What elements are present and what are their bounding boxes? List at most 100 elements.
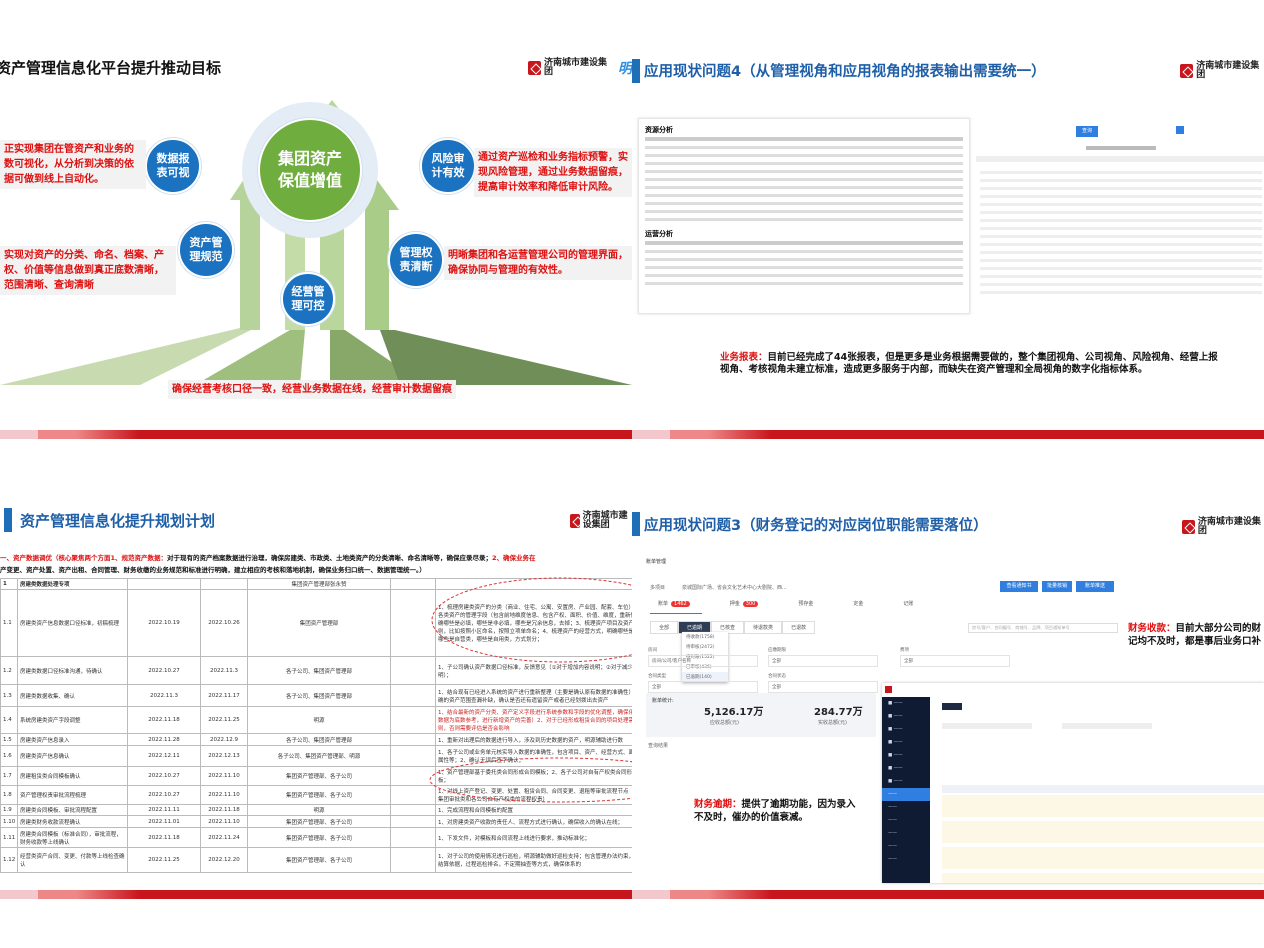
overlay-screenshot: ■ —— ■ —— ■ —— ■ —— ■ —— ■ —— ■ —— —— —— —— —— —— —… — [882, 683, 1264, 883]
note-bottom-summary: 确保经营考核口径一致，经营业务数据在线，经营审计数据留痕 — [168, 380, 456, 399]
table-header-row: 1 房建类数据处理专项 集团资产管理部张永赞 — [0, 578, 632, 590]
note-label: 财务收款： — [1128, 623, 1176, 634]
row-start-date: 2022.10.27 — [127, 656, 201, 685]
row-task: 房建类数据口径标准沟通，待确认 — [17, 656, 128, 685]
table-row: 1.5 房建类资产信息录入 2022.11.28 2022.12.9 各子公司、集团资产… — [0, 733, 632, 746]
finance-overdue-note: 财务逾期：提供了逾期功能，因为录入不及时，催办的价值衰减。 — [694, 798, 864, 824]
dropdown-option[interactable]: 待收款(1758) — [686, 635, 715, 640]
intro-red: 一、资产数据调优（核心聚焦两个方面1、规范资产数据： — [0, 554, 168, 562]
row-note: 1、对子公司的使用情况进行巡检，明源辅助做好巡检支持；包含管理办法约束，委托费用… — [435, 847, 632, 873]
note-risk-audit: 通过资产巡检和业务指标预警，实现风险管理，通过业务数据留痕，提高审计效率和降低审… — [474, 148, 632, 197]
table-row: 1.4 系统房建类资产字段调整 2022.11.18 2022.11.25 明源 1、结合… — [0, 706, 632, 734]
note-text: 目前大部分公司的财记均不及时，都是事后业务口补 — [1128, 623, 1262, 647]
row-note: 1、梳理房建类资产的分类（商业、住宅、公寓、安置房、产业园、配套、车位）；2、梳… — [435, 589, 632, 657]
project-select[interactable]: 多项目 — [650, 585, 666, 591]
slide-title: 资产管理信息化提升规划计划 — [20, 512, 216, 530]
logo-text: 济南城市建设集团 — [1196, 61, 1260, 80]
row-start-date: 2022.11.25 — [127, 847, 201, 873]
slide-title: 资产管理信息化平台提升推动目标 — [0, 59, 222, 77]
field-value[interactable]: 房间/公司/客户名称 — [648, 655, 758, 667]
received-label: 实收总额(元) — [818, 720, 847, 726]
summary-box: 账单统计: 5,126.17万 应收总额(元) 284.77万 实收总额(元) — [646, 693, 876, 737]
page-label: 账单管理 — [646, 559, 667, 565]
title-accent — [632, 512, 640, 536]
filter-field[interactable]: 合同状态 全部 — [768, 673, 878, 693]
result-label: 查询结果 — [648, 743, 669, 749]
filter-3[interactable]: 待退款类 — [744, 621, 783, 634]
goal-circle-responsibility: 管理权责清断 — [388, 232, 444, 288]
table-row: 1.3 房建类数据收集、确认 2022.11.3 2022.11.17 各子公司、集团资… — [0, 684, 632, 707]
filter-0[interactable]: 全部 — [650, 621, 679, 634]
slide-plan: 资产管理信息化提升规划计划 济南城市建设集团 一、资产数据调优（核心聚焦两个方面… — [0, 500, 632, 900]
slide-title: 应用现状问题4（从管理视角和应用视角的报表输出需要统一） — [644, 64, 1046, 80]
filter-field[interactable]: 费项 全部 — [900, 647, 1010, 667]
filter-field[interactable]: 应缴期限 全部 — [768, 647, 878, 667]
field-value[interactable]: 全部 — [900, 655, 1010, 667]
tab-label: 记账 — [903, 601, 914, 607]
dropdown-option[interactable]: 已审核(436) — [686, 665, 712, 670]
intro-text: 对于现有的资产档案数据进行治理，确保房建类、市政类、土地类资产的分类清晰、命名清… — [167, 554, 493, 562]
row-start-date: 2022.11.18 — [127, 706, 201, 734]
center-goal-circle: 集团资产保值增值 — [258, 118, 362, 222]
tab-label: 定金 — [853, 601, 864, 607]
slide-report-issue: 应用现状问题4（从管理视角和应用视角的报表输出需要统一） 济南城市建设集团 资源… — [632, 50, 1264, 442]
filter-4[interactable]: 已退款 — [782, 621, 816, 634]
note-label: 业务报表： — [720, 352, 768, 363]
table-row: 1.12 经营类资产合同、变更、付款等上线检查确认 2022.11.25 2022.1… — [0, 847, 632, 873]
row-end-date: 2022.11.25 — [200, 706, 248, 734]
received-amount: 284.77万 — [814, 707, 863, 718]
dropdown-option[interactable]: 待审核(2472) — [686, 645, 715, 650]
report-note: 业务报表：目前已经完成了44张报表，但是更多是业务根据需要做的，整个集团视角、公… — [720, 352, 1220, 376]
row-blank — [390, 656, 436, 685]
filter-field[interactable]: 合同类型 全部 — [648, 673, 758, 693]
tab-badge: 300 — [742, 601, 759, 607]
table-row: 1.9 房建类合同模板、审批流程配置 2022.11.11 2022.11.18 明源 1… — [0, 804, 632, 816]
tab-1[interactable]: 押金 300 — [730, 600, 759, 607]
logo-text: 济南城市建设集团 — [544, 58, 608, 77]
tab-label: 预存金 — [798, 601, 814, 607]
field-label: 房间 — [648, 648, 657, 653]
tab-4[interactable]: 记账 — [903, 600, 913, 607]
dropdown-option[interactable]: 已逾期(140) — [682, 672, 728, 682]
filter-1[interactable]: 已逾期 — [678, 621, 712, 634]
field-value[interactable]: 全部 — [648, 681, 758, 693]
partner-logo: 明 — [618, 61, 632, 77]
goal-circle-asset-management: 资产管理规范 — [178, 222, 234, 278]
panel-title-operations: 运营分析 — [645, 230, 673, 238]
report-screenshot-analysis: 资源分析 运营分析 — [638, 118, 970, 314]
row-dept: 明源 — [247, 706, 391, 734]
tab-2[interactable]: 预存金 — [798, 600, 813, 607]
receivable-amount: 5,126.17万 — [704, 707, 764, 718]
project-value[interactable]: 泉城国际广场、省会文化艺术中心大剧院、西... — [682, 585, 787, 591]
overlay-sidebar: ■ —— ■ —— ■ —— ■ —— ■ —— ■ —— ■ —— —— —— —— —— —— —… — [882, 697, 930, 883]
dropdown-option[interactable]: 待对账(1522) — [686, 655, 715, 660]
title-accent — [4, 508, 12, 532]
query-button[interactable]: 查询 — [1076, 126, 1098, 137]
logo-text: 济南城市建设集团 — [582, 511, 628, 530]
row-note: 1、子公司确认资产数据口径标准，反馈意见（①对于增加内容说明；②对于减少内容说明… — [435, 656, 632, 685]
status-dropdown[interactable]: 待收款(1758) 待审核(2472) 待对账(1522) 已审核(436) 已逾期(1… — [682, 632, 728, 682]
plan-table: 1 房建类数据处理专项 集团资产管理部张永赞 1.1 房建类资产信息数据口径标准，… — [0, 578, 632, 873]
row-blank — [390, 589, 436, 657]
tab-3[interactable]: 定金 — [853, 600, 863, 607]
tab-0[interactable]: 账单 1462 — [658, 600, 690, 607]
field-value[interactable]: 全部 — [768, 655, 878, 667]
footer-bar — [0, 430, 632, 439]
field-value[interactable]: 全部 — [768, 681, 878, 693]
logo-mark-icon — [1180, 64, 1194, 78]
summary-label: 账单统计: — [652, 698, 674, 704]
filter-field[interactable]: 房间房间/公司/客户名称 — [648, 647, 758, 667]
receivable-label: 应收总额(元) — [710, 720, 739, 726]
bill-push-button[interactable]: 账单推送 — [1076, 581, 1114, 592]
view-notice-button[interactable]: 查看通知书 — [1000, 581, 1038, 592]
table-row: 1.7 房建租赁类合同模板确认 2022.10.27 2022.11.10 集团资产管理… — [0, 766, 632, 786]
row-task: 房建类资产信息数据口径标准，初稿梳理 — [17, 589, 128, 657]
search-input[interactable]: 房号/客户、合同编号、商铺号、品牌、项目通知单号 — [968, 623, 1118, 633]
company-logo: 济南城市建设集团明 — [528, 58, 632, 78]
company-logo: 济南城市建设集团 — [1180, 62, 1264, 80]
panel-title-resources: 资源分析 — [645, 126, 673, 134]
batch-writeoff-button[interactable]: 批量核销 — [1042, 581, 1072, 592]
intro-red-2: 2、确保业务在 — [492, 554, 536, 562]
finance-collection-note: 财务收款：目前大部分公司的财记均不及时，都是事后业务口补 — [1128, 622, 1264, 648]
footer-bar — [632, 890, 1264, 899]
